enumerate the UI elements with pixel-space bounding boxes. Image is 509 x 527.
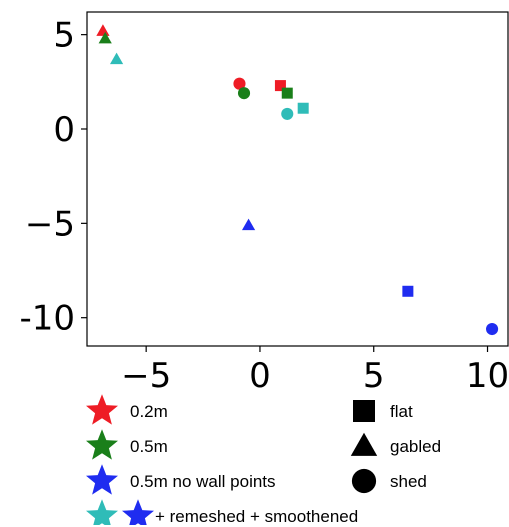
data-point-red-triangle	[96, 24, 110, 36]
legend-shape-triangle	[350, 432, 378, 456]
data-point-red-square	[274, 80, 286, 92]
legend-star-red	[86, 394, 118, 425]
y-tick-label: 0	[53, 110, 75, 150]
data-point-teal-triangle	[109, 52, 124, 65]
x-tick-label: 0	[249, 356, 271, 396]
data-point-red-circle	[233, 77, 246, 90]
legend-markers	[86, 394, 378, 525]
data-point-green-circle	[237, 87, 251, 100]
y-tick-label: 5	[53, 16, 75, 56]
legend-star-blue	[86, 464, 118, 495]
data-points	[96, 24, 499, 336]
y-tick-label: -10	[19, 299, 75, 339]
data-point-blue-triangle	[241, 218, 256, 231]
data-point-teal-circle	[281, 107, 294, 120]
x-tick-label: −5	[121, 356, 171, 396]
legend-shape-square	[353, 400, 375, 422]
legend-star-blue	[122, 499, 154, 525]
x-tick-label: 10	[466, 356, 509, 396]
axes: −5 0 5 10 5 0 −5 -10	[19, 11, 509, 396]
data-point-teal-square	[297, 102, 309, 114]
legend-star-green	[86, 429, 118, 460]
data-point-blue-circle	[486, 322, 499, 336]
data-point-blue-square	[402, 285, 414, 297]
plot-frame	[86, 11, 509, 347]
y-tick-label: −5	[25, 204, 75, 244]
legend-shape-circle	[351, 468, 377, 494]
data-point-green-square	[281, 87, 293, 99]
legend-star-teal	[86, 499, 118, 525]
x-tick-label: 5	[363, 356, 385, 396]
data-point-green-triangle	[98, 31, 112, 44]
